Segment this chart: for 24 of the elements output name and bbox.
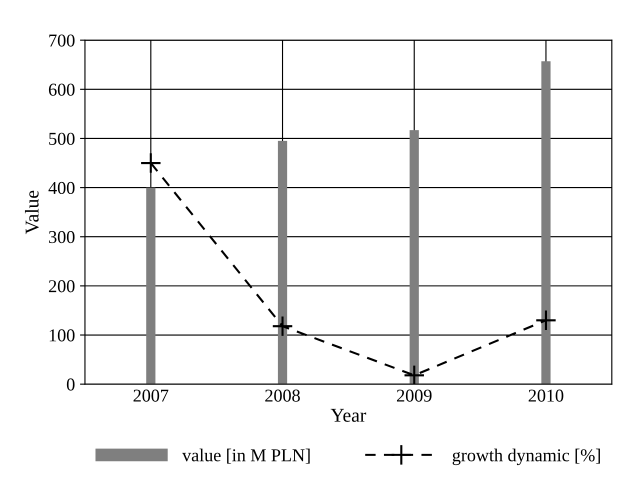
point [140,152,162,174]
point [272,315,294,337]
y-tick-label: 400 [48,182,75,194]
y-tick-label: 300 [49,230,75,244]
y-tick-label: 200 [48,280,75,292]
x-tick-label: 2008 [265,390,300,402]
x-tick-label: 2009 [396,390,432,402]
bar [278,140,288,384]
bar [541,61,551,384]
y-tick-label: 600 [48,84,75,96]
x-tick-label: 2010 [528,390,564,402]
y-tick-label: 700 [49,34,75,47]
x-tick-label: 2007 [134,390,168,402]
legend-label: growth dynamic [%] [452,448,600,466]
point [403,364,426,384]
y-tick-label: 0 [66,378,75,391]
point [535,310,557,332]
y-tick-label: 100 [50,329,75,342]
bar [410,130,419,384]
y-tick-label: 500 [49,132,75,145]
bar [146,188,156,384]
legend-label: value [in M PLN] [182,448,310,464]
x-axis-title: Year [330,408,366,422]
y-axis-title: Value [24,190,39,234]
